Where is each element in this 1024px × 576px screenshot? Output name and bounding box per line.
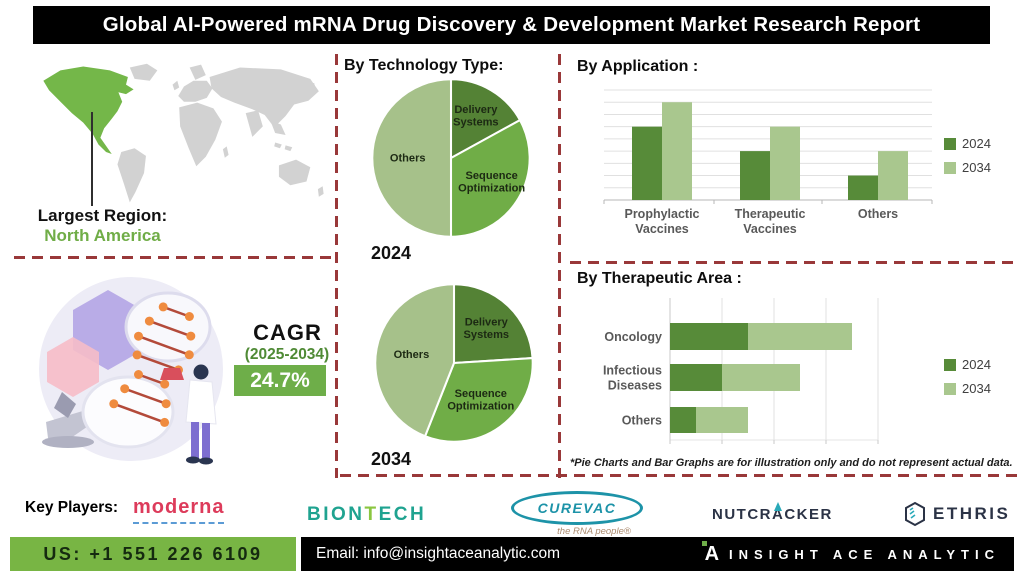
- pie-slice-label: Others: [394, 349, 430, 361]
- bar-therapeutic-vaccines-2034: [770, 126, 800, 200]
- application-section-heading: By Application :: [577, 58, 699, 75]
- lab-illustration: [39, 277, 223, 465]
- curevac-logo: CUREVAC the RNA people®: [502, 491, 652, 537]
- cagr-value: 24.7%: [250, 368, 310, 392]
- application-chart-svg: Prophylactic Vaccines Therapeutic Vaccines O…: [603, 89, 933, 236]
- brand-name: INSIGHT ACE ANALYTIC: [729, 546, 1000, 562]
- legend-swatch-2024: [944, 137, 956, 150]
- insight-ace-logo-icon: A: [701, 540, 719, 566]
- legend-item-2024: 2024: [944, 357, 991, 372]
- brand-block: A INSIGHT ACE ANALYTIC: [701, 540, 1000, 566]
- ethris-logo: ETHRIS: [903, 501, 1010, 527]
- map-pointer-line: [91, 112, 93, 206]
- biontech-logo: BIONTECH: [307, 504, 427, 525]
- category-label: Therapeutic Vaccines: [735, 207, 806, 236]
- pie-year-2024: 2024: [371, 243, 412, 263]
- largest-region-value: North America: [44, 226, 161, 245]
- pie-svg-2034: Delivery Systems Sequence Optimization Other…: [374, 283, 534, 443]
- pie-slice-others: [374, 283, 456, 438]
- application-legend: 2024 2034: [944, 136, 991, 175]
- bar-others-2024: [848, 175, 878, 200]
- hexagon-pink: [47, 337, 99, 397]
- pie-slice-others: [371, 78, 453, 238]
- rocket-a-icon: A: [772, 506, 785, 523]
- legend-item-2034: 2034: [944, 160, 991, 175]
- cagr-value-box: 24.7%: [234, 365, 326, 396]
- pie-slice-delivery-systems: [452, 283, 534, 365]
- tech-section-heading: By Technology Type:: [344, 57, 504, 74]
- hbar-oncology-2024: [670, 323, 748, 350]
- pie-slice-delivery-systems: [449, 78, 522, 160]
- world-map-image: [43, 63, 324, 203]
- bar-prophylactic-vaccines-2024: [632, 126, 662, 200]
- scientist-figure: [185, 364, 217, 465]
- hbar-oncology-2034: [748, 323, 852, 350]
- category-label: Prophylactic Vaccines: [624, 207, 699, 236]
- therapeutic-legend: 2024 2034: [944, 357, 991, 396]
- phone-bar: US: +1 551 226 6109: [10, 537, 296, 571]
- legend-swatch-2024: [944, 358, 956, 371]
- nutcracker-logo: NUTCRACKER: [712, 506, 833, 523]
- flask: [160, 368, 184, 380]
- pie-chart-2024: Delivery Systems Sequence Optimization Other…: [369, 76, 533, 240]
- key-players-label: Key Players:: [25, 499, 119, 516]
- title-bar: Global AI-Powered mRNA Drug Discovery & …: [33, 6, 990, 44]
- logo-green-dot: [701, 540, 707, 546]
- category-label: Oncology: [604, 330, 662, 344]
- pie-svg-2024: Delivery Systems Sequence Optimization Other…: [371, 78, 531, 238]
- divider-horizontal-right: [570, 261, 1016, 264]
- legend-swatch-2034: [944, 382, 956, 395]
- pie-slice-label: Delivery Systems: [453, 104, 499, 128]
- email-bar: Email: info@insightaceanalytic.com A INS…: [301, 537, 1014, 571]
- hbar-infectious-diseases-2034: [722, 364, 800, 391]
- curevac-oval: CUREVAC: [511, 491, 643, 525]
- hbar-others-2034: [696, 407, 748, 433]
- pie-slice-label: Others: [390, 152, 426, 164]
- application-bar-chart: Prophylactic Vaccines Therapeutic Vaccines O…: [596, 84, 940, 257]
- divider-vertical-left: [335, 54, 338, 478]
- legend-swatch-2034: [944, 161, 956, 174]
- bar-therapeutic-vaccines-2024: [740, 151, 770, 200]
- legend-item-2024: 2024: [944, 136, 991, 151]
- bar-others-2034: [878, 151, 908, 200]
- hbar-others-2024: [670, 407, 696, 433]
- largest-region-label: Largest Region:: [37, 206, 168, 225]
- report-title: Global AI-Powered mRNA Drug Discovery & …: [102, 13, 921, 36]
- cagr-label: CAGR: [253, 320, 322, 345]
- region-north-america-highlight: [43, 66, 134, 154]
- hbar-infectious-diseases-2024: [670, 364, 722, 391]
- hexagon-icon: [905, 501, 925, 527]
- magnifier-lens: [81, 375, 175, 449]
- category-label: Infectious Diseases: [603, 364, 662, 393]
- therapeutic-section-heading: By Therapeutic Area :: [577, 270, 742, 287]
- curevac-tagline: the RNA people®: [557, 526, 631, 537]
- category-label: Others: [622, 414, 662, 428]
- dna-helix: [113, 305, 192, 424]
- moderna-logo: moderna: [133, 496, 225, 524]
- pie-slice-sequence-optimization: [423, 356, 534, 443]
- therapeutic-chart-svg: Oncology Infectious Diseases Others: [603, 298, 879, 444]
- divider-horizontal-left: [14, 256, 334, 259]
- pie-slice-sequence-optimization: [449, 118, 531, 238]
- pie-year-2034: 2034: [371, 449, 412, 469]
- pie-slice-label: Sequence Optimization: [447, 388, 514, 412]
- pie-chart-2034: Delivery Systems Sequence Optimization Other…: [372, 281, 536, 445]
- category-label: Others: [858, 207, 898, 221]
- email-address: Email: info@insightaceanalytic.com: [316, 545, 561, 562]
- chart-disclaimer: *Pie Charts and Bar Graphs are for illus…: [570, 457, 1013, 469]
- pie-slice-label: Delivery Systems: [464, 317, 510, 341]
- map-regions-gray: [117, 63, 324, 203]
- phone-number: US: +1 551 226 6109: [43, 543, 263, 564]
- pie-slice-label: Sequence Optimization: [458, 170, 525, 194]
- bar-prophylactic-vaccines-2034: [662, 102, 692, 200]
- legend-item-2034: 2034: [944, 381, 991, 396]
- therapeutic-bar-chart: Oncology Infectious Diseases Others: [566, 292, 1016, 457]
- cagr-period: (2025-2034): [244, 346, 330, 363]
- divider-vertical-right: [558, 54, 561, 478]
- divider-horizontal-bottom: [340, 474, 1018, 477]
